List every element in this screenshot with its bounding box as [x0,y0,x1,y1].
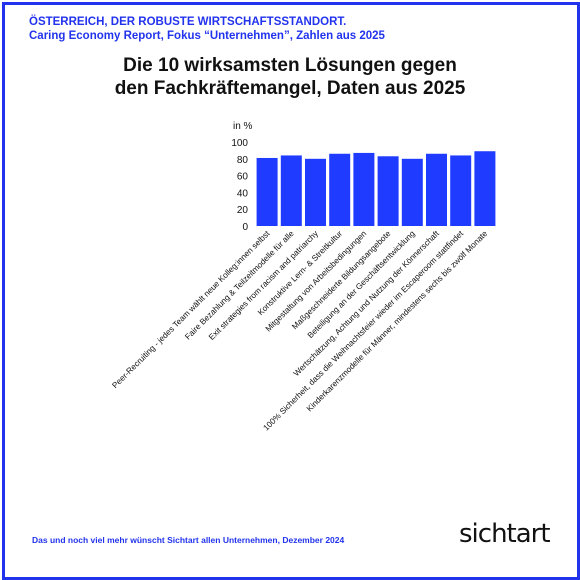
chart-title-line-2: den Fachkräftemangel, Daten aus 2025 [114,78,466,99]
y-tick-label: 100 [231,138,248,149]
y-tick-label: 40 [237,188,249,199]
bar [280,155,302,226]
x-tick-label: Peer-Recruiting - jedes Team wählt neue … [110,229,272,391]
sichtart-logo: sichtart [459,519,551,549]
x-tick-label: Exit strategies from racism and patriarc… [207,228,321,342]
y-axis-label: in % [233,121,253,132]
footer-note: Das und noch viel mehr wünscht Sichtart … [32,535,345,545]
y-tick-label: 0 [242,222,248,233]
y-tick-label: 80 [237,155,249,166]
bar [329,153,351,226]
y-tick-label: 60 [237,172,249,183]
chart-title-line-1: Die 10 wirksamsten Lösungen gegen [123,55,457,76]
bar [377,156,399,226]
bar [474,151,496,226]
bar [426,153,447,226]
header-subtitle: Caring Economy Report, Fokus “Unternehme… [29,30,385,42]
bar [401,158,423,226]
bar [450,155,472,226]
bar [256,157,278,226]
y-tick-label: 20 [237,205,249,216]
header-title: ÖSTERREICH, DER ROBUSTE WIRTSCHAFTSSTAND… [29,16,347,28]
x-tick-label: Kinderkarenzmodelle für Männer, mindeste… [305,229,490,414]
bar [305,158,326,226]
bar [353,152,375,226]
